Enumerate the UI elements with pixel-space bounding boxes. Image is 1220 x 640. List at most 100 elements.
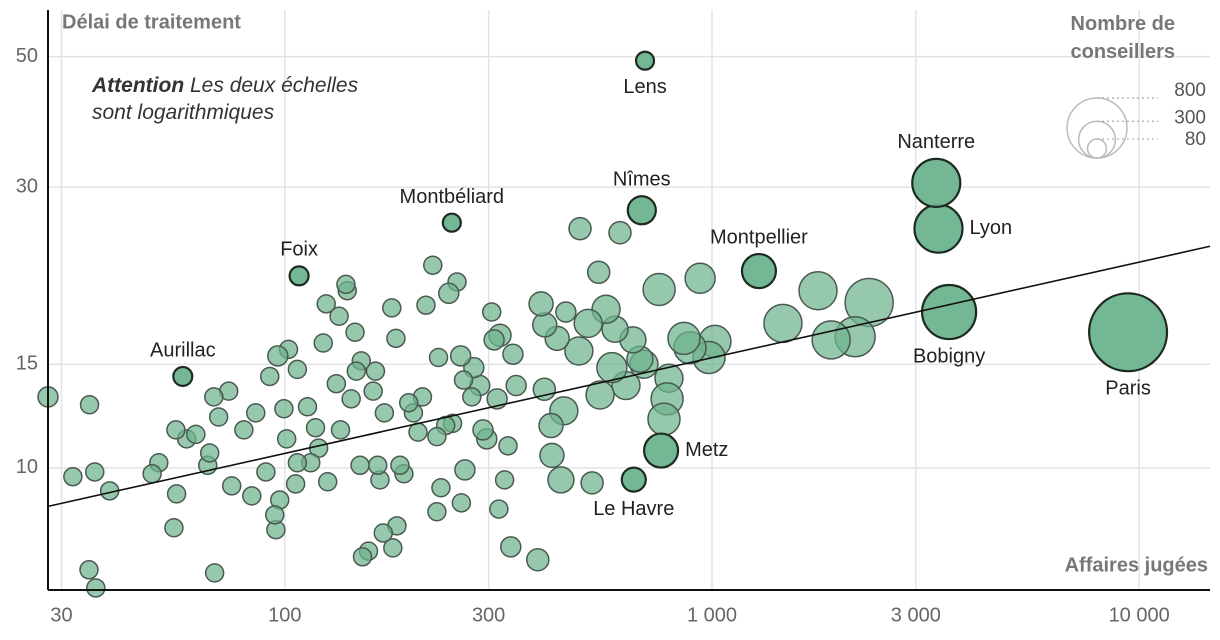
bubble xyxy=(276,429,297,449)
bubble xyxy=(326,373,347,394)
bubble xyxy=(505,374,527,397)
bubble xyxy=(390,455,410,476)
bubble xyxy=(86,578,106,598)
bubble xyxy=(221,476,242,496)
bubble xyxy=(454,459,476,481)
x-tick-label: 100 xyxy=(268,604,301,626)
note-text: Les deux échelles sont logarithmiques xyxy=(92,74,359,124)
bubble xyxy=(382,298,402,318)
bubble xyxy=(740,252,778,290)
bubble xyxy=(408,422,428,442)
bubble xyxy=(500,536,522,558)
bubble xyxy=(416,295,436,315)
bubble xyxy=(920,283,978,341)
bubble xyxy=(441,212,462,233)
y-tick-label: 10 xyxy=(16,456,38,478)
bubble xyxy=(684,262,716,295)
bubble xyxy=(626,195,657,226)
x-tick-label: 300 xyxy=(472,604,505,626)
bubble xyxy=(79,395,100,415)
bubble xyxy=(538,412,564,439)
bubble xyxy=(798,270,838,311)
bubble xyxy=(297,397,318,417)
bubble xyxy=(528,291,554,317)
bubble xyxy=(63,466,83,487)
bubble xyxy=(564,336,594,366)
bubble xyxy=(246,403,266,423)
bubble xyxy=(486,388,508,410)
bubble xyxy=(667,321,701,356)
bubble xyxy=(585,380,615,410)
bubble xyxy=(911,157,962,209)
bubble xyxy=(647,402,681,436)
bubble xyxy=(642,432,680,469)
bubble xyxy=(374,403,395,423)
bubble xyxy=(186,424,206,445)
point-label: Foix xyxy=(280,239,318,261)
bubble xyxy=(427,502,447,522)
note: Attention Les deux échelles sont logarit… xyxy=(92,72,387,126)
bubble xyxy=(913,203,964,254)
bubble xyxy=(453,370,474,390)
bubble xyxy=(472,419,494,441)
bubble xyxy=(164,518,184,538)
trend-line xyxy=(47,245,1211,508)
bubble xyxy=(365,361,386,381)
bubble xyxy=(287,453,308,473)
size-legend-label: 800 xyxy=(1174,80,1206,101)
bubble xyxy=(367,455,388,476)
point-label: Nîmes xyxy=(613,169,671,191)
bubble xyxy=(199,443,220,463)
bubble xyxy=(1088,292,1169,373)
y-tick-label: 30 xyxy=(16,175,38,197)
point-label: Paris xyxy=(1105,377,1151,399)
point-label: Bobigny xyxy=(913,345,985,367)
bubble xyxy=(260,366,280,387)
point-label: Le Havre xyxy=(593,498,674,520)
bubble xyxy=(285,474,306,494)
bubble xyxy=(620,466,647,493)
x-tick-label: 3 000 xyxy=(891,604,941,626)
bubble xyxy=(142,464,162,484)
bubble xyxy=(483,329,505,351)
bubble xyxy=(596,351,628,384)
bubble xyxy=(264,505,285,525)
bubble xyxy=(423,255,443,275)
bubble xyxy=(568,216,592,241)
size-legend-label: 80 xyxy=(1185,129,1206,150)
bubble xyxy=(449,345,472,367)
bubble xyxy=(350,455,370,476)
point-label: Montbéliard xyxy=(400,186,505,208)
bubble xyxy=(398,393,419,413)
x-tick-label: 30 xyxy=(50,604,72,626)
bubble xyxy=(79,560,99,580)
bubble xyxy=(573,308,603,339)
bubble xyxy=(313,333,333,353)
size-legend-title: Nombre de conseillers xyxy=(1070,13,1175,63)
bubble xyxy=(547,466,575,494)
bubble xyxy=(204,563,225,583)
size-legend-circle xyxy=(1086,138,1108,159)
bubble xyxy=(288,265,310,287)
bubble xyxy=(526,547,550,572)
point-label: Lyon xyxy=(969,217,1012,239)
bubble xyxy=(287,359,308,380)
bubble xyxy=(172,365,194,388)
bubble xyxy=(336,274,356,295)
bubble xyxy=(346,361,367,381)
bubble xyxy=(317,472,338,492)
y-tick-label: 50 xyxy=(16,45,38,67)
bubble xyxy=(305,417,326,438)
size-legend-label: 300 xyxy=(1174,107,1206,128)
marks xyxy=(37,50,1211,598)
size-legend-circle xyxy=(1066,97,1128,159)
bubble xyxy=(316,294,336,314)
y-tick-label: 15 xyxy=(16,353,38,375)
bubble xyxy=(539,442,565,469)
bubble xyxy=(608,220,632,245)
bubble xyxy=(634,50,656,71)
bubble xyxy=(352,547,373,567)
bubble xyxy=(363,381,383,401)
